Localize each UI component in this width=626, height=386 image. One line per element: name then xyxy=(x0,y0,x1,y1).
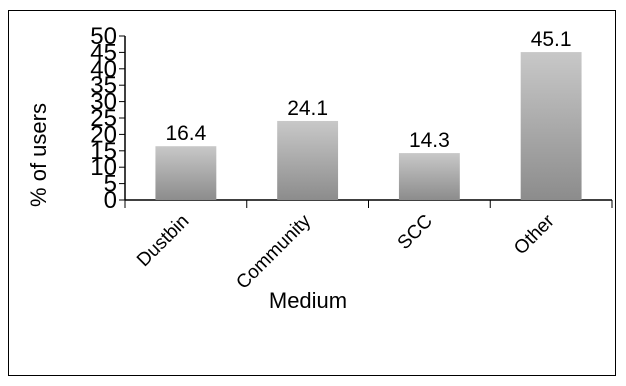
y-tick-label: 35 xyxy=(90,72,117,99)
x-tick-label: Community xyxy=(232,210,315,293)
y-tick-label: 20 xyxy=(90,121,117,148)
bar xyxy=(277,120,339,200)
y-tick-label: 0 xyxy=(104,187,117,214)
bar-value-label: 45.1 xyxy=(531,28,572,51)
bar xyxy=(398,153,460,200)
bars: 16.4 24.1 14.3 45.1 xyxy=(155,28,582,201)
y-tick-label: 50 xyxy=(90,23,117,50)
bar-value-label: 14.3 xyxy=(409,129,450,152)
bar-value-label: 24.1 xyxy=(287,97,328,120)
y-tick-label: 5 xyxy=(104,171,117,198)
x-axis-label: Medium xyxy=(269,288,347,313)
x-tick-label: Other xyxy=(510,210,559,259)
y-tick-label: 45 xyxy=(90,39,117,66)
bar-value-label: 16.4 xyxy=(165,122,206,145)
y-tick-label: 40 xyxy=(90,56,117,83)
x-tick-label: SCC xyxy=(394,211,437,254)
x-tick-label: Dustbin xyxy=(133,211,193,271)
x-axis: Dustbin Community SCC Other xyxy=(124,199,613,293)
y-tick-label: 25 xyxy=(90,105,117,132)
bar xyxy=(520,52,582,201)
y-tick-label: 15 xyxy=(90,138,117,165)
y-axis-label: % of users xyxy=(26,103,51,207)
bar xyxy=(155,146,217,200)
y-tick-label: 30 xyxy=(90,89,117,116)
y-tick-label: 10 xyxy=(90,154,117,181)
